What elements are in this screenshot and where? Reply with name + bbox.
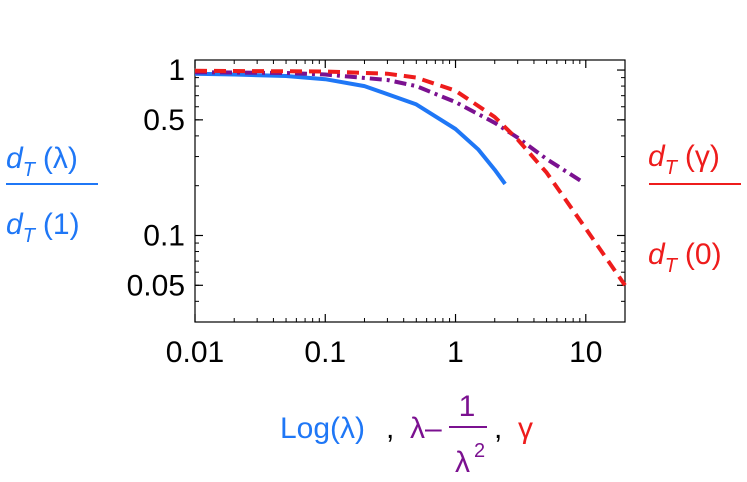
y-tick-label: 0.1 <box>143 219 185 252</box>
x-tick-label: 0.01 <box>166 336 224 369</box>
series-line-dashed <box>194 68 627 287</box>
minor-ticks <box>195 60 625 322</box>
left-num-sub: T <box>23 159 37 181</box>
right-num-symbol: d <box>648 140 666 173</box>
x-tick-label: 1 <box>447 336 464 369</box>
left-den-sub: T <box>23 225 37 247</box>
x-tick-label: 0.1 <box>304 336 346 369</box>
left-den-symbol: d <box>6 208 24 241</box>
x-label-purple-num: 1 <box>459 390 476 423</box>
series-layer <box>194 68 627 287</box>
x-axis-label: Log(λ) , λ– 1 λ 2 , γ <box>280 390 533 479</box>
svg-text:dT(1): dT (1) <box>6 208 80 247</box>
left-num-arg: (λ) <box>43 142 78 175</box>
x-label-purple-den: λ <box>455 446 470 479</box>
y-tick-label: 0.05 <box>127 269 185 302</box>
series-line-dashdot <box>194 70 584 184</box>
right-den-arg: (0) <box>685 238 722 271</box>
svg-text:dT(0): dT (0) <box>648 238 722 277</box>
x-label-sep2: , <box>494 412 502 445</box>
right-den-symbol: d <box>648 238 666 271</box>
series-line-solid <box>194 71 507 186</box>
major-ticks <box>194 60 625 322</box>
right-num-sub: T <box>665 157 679 179</box>
y-tick-label: 1 <box>168 54 185 87</box>
right-den-sub: T <box>665 255 679 277</box>
svg-text:dT(λ): dT (λ) <box>6 142 78 181</box>
tick-labels: 0.01 0.1 1 10 1 0.5 0.1 0.05 <box>127 54 603 369</box>
plot-frame <box>194 59 626 323</box>
y-tick-label: 0.5 <box>143 104 185 137</box>
x-tick-label: 10 <box>569 336 602 369</box>
right-num-arg: (γ) <box>685 140 720 173</box>
x-label-sep1: , <box>386 412 394 445</box>
left-y-label: dT (λ) dT (1) <box>6 142 98 247</box>
x-label-purple-den-exp: 2 <box>474 440 485 462</box>
right-y-label: dT (γ) dT (0) <box>648 140 741 277</box>
left-num-symbol: d <box>6 142 24 175</box>
left-den-arg: (1) <box>43 208 80 241</box>
x-label-red: γ <box>518 412 533 445</box>
x-label-purple-prefix: λ– <box>410 412 442 445</box>
x-label-blue: Log(λ) <box>280 412 365 445</box>
svg-text:dT(γ): dT (γ) <box>648 140 720 179</box>
